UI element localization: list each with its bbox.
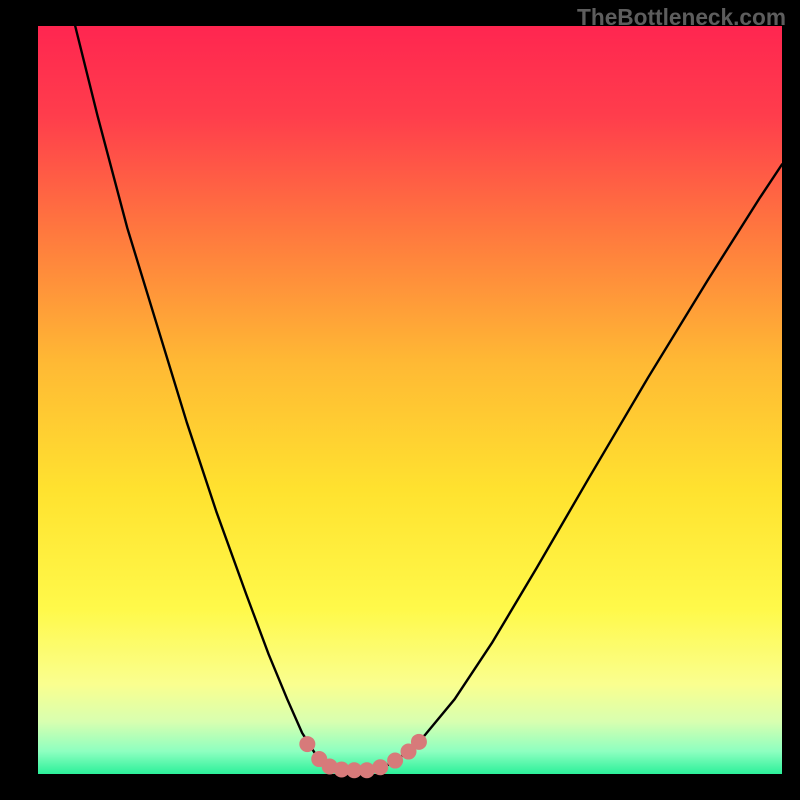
bottleneck-chart xyxy=(38,26,782,774)
curve-line xyxy=(75,26,782,770)
watermark-text: TheBottleneck.com xyxy=(577,4,786,31)
chart-svg xyxy=(38,26,782,774)
curve-markers xyxy=(299,734,427,778)
curve-marker xyxy=(359,762,375,778)
curve-marker xyxy=(387,753,403,769)
curve-marker xyxy=(299,736,315,752)
curve-marker xyxy=(411,734,427,750)
curve-marker xyxy=(372,759,388,775)
